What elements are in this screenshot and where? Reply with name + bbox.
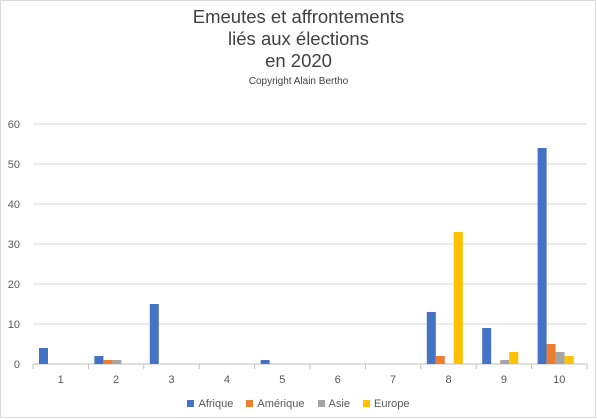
x-tick-label-10: 10 — [553, 374, 565, 386]
x-tick-label-9: 9 — [501, 374, 507, 386]
x-tick-label-2: 2 — [113, 374, 119, 386]
bar-afrique-2 — [94, 356, 104, 364]
bar-chart: 0 10 20 30 40 50 60 1 2 3 4 5 6 7 8 9 10 — [8, 119, 588, 386]
legend-item-europe: Europe — [363, 398, 410, 410]
chart-legend: Afrique Amérique Asie Europe — [0, 398, 597, 410]
bar-amerique-2 — [103, 360, 113, 364]
bar-asie-9 — [500, 360, 510, 364]
y-tick-label-20: 20 — [8, 279, 20, 291]
legend-swatch-europe — [363, 400, 371, 407]
chart-subtitle: Copyright Alain Bertho — [248, 76, 349, 87]
legend-swatch-asie — [317, 400, 325, 407]
chart-title-line-3: en 2020 — [265, 50, 332, 71]
bar-afrique-1 — [39, 348, 48, 364]
bar-asie-10 — [555, 352, 565, 364]
x-tick-label-1: 1 — [58, 374, 64, 386]
bar-amerique-10 — [546, 344, 556, 364]
bar-afrique-8 — [426, 312, 436, 364]
bar-europe-8 — [453, 232, 463, 364]
y-tick-label-50: 50 — [8, 159, 20, 171]
legend-label-asie: Asie — [328, 398, 350, 410]
y-tick-label-30: 30 — [8, 239, 20, 251]
x-tick-label-5: 5 — [279, 374, 285, 386]
legend-label-afrique: Afrique — [198, 398, 234, 410]
chart-title-block: Emeutes et affrontements liés aux électi… — [0, 6, 597, 89]
x-tick-label-8: 8 — [445, 374, 451, 386]
x-tick-label-7: 7 — [390, 374, 396, 386]
bar-europe-10 — [564, 356, 574, 364]
bar-asie-2 — [112, 360, 122, 364]
y-tick-label-40: 40 — [8, 199, 20, 211]
x-tick-label-6: 6 — [335, 374, 341, 386]
legend-item-afrique: Afrique — [187, 398, 233, 410]
x-tick-label-4: 4 — [224, 374, 230, 386]
bar-amerique-8 — [435, 356, 445, 364]
chart-title-line-2: liés aux élections — [228, 28, 369, 49]
legend-item-asie: Asie — [317, 398, 350, 410]
legend-swatch-amerique — [246, 400, 254, 407]
y-tick-label-10: 10 — [8, 319, 20, 331]
y-tick-label-60: 60 — [8, 119, 20, 131]
legend-label-amerique: Amérique — [257, 398, 305, 410]
legend-item-amerique: Amérique — [246, 398, 304, 410]
legend-label-europe: Europe — [374, 398, 410, 410]
bar-afrique-9 — [482, 328, 492, 364]
bar-afrique-5 — [260, 360, 270, 364]
chart-title-line-1: Emeutes et affrontements — [192, 6, 405, 27]
bar-afrique-3 — [149, 304, 159, 364]
y-tick-label-0: 0 — [14, 359, 20, 371]
bar-afrique-10 — [537, 148, 547, 364]
x-tick-label-3: 3 — [168, 374, 174, 386]
legend-swatch-afrique — [187, 400, 195, 407]
bar-europe-9 — [509, 352, 519, 364]
